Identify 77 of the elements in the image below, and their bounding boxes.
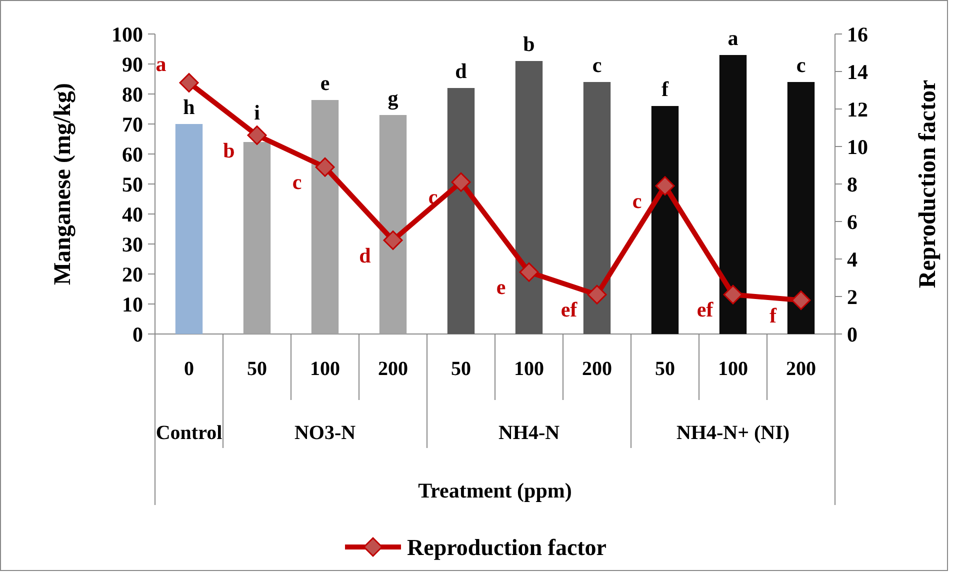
- point: [519, 262, 539, 282]
- y-tick-label: 30: [122, 232, 143, 256]
- x-tick-label: 0: [184, 358, 194, 380]
- x-tick-label: 100: [718, 358, 748, 380]
- y-tick-label: 90: [122, 52, 143, 76]
- point: [791, 290, 811, 310]
- point: [247, 126, 267, 145]
- bar: [719, 55, 747, 334]
- y-tick-label: 40: [122, 202, 143, 226]
- data-label: e: [496, 275, 506, 300]
- y2-tick-label: 10: [847, 134, 868, 159]
- y2-tick-label: 2: [847, 284, 858, 309]
- data-label: ef: [696, 298, 714, 322]
- text: NO3-N: [294, 422, 356, 444]
- text: NH4-N+ (NI): [676, 422, 790, 444]
- x-tick-label: 100: [310, 358, 340, 380]
- y-tick-label: 20: [122, 262, 143, 286]
- y2-tick-label: 8: [847, 172, 858, 196]
- y-axis-title: Manganese (mg/kg): [50, 83, 76, 285]
- data-label: f: [662, 77, 670, 101]
- bar: [379, 115, 407, 334]
- x-tick-label: 50: [247, 358, 267, 380]
- bar: [515, 61, 543, 334]
- x-tick-label: 50: [451, 358, 471, 380]
- data-label: h: [183, 95, 196, 119]
- point: [655, 176, 675, 196]
- data-label: b: [523, 32, 535, 56]
- y-tick-label: 70: [122, 112, 143, 136]
- data-label: c: [632, 188, 642, 213]
- point: [179, 73, 199, 92]
- y-tick-label: 100: [112, 22, 143, 46]
- data-label: b: [223, 138, 235, 162]
- bar: [651, 106, 679, 334]
- y2-tick-label: 14: [847, 60, 868, 84]
- y2-tick-label: 16: [847, 22, 868, 46]
- data-label: c: [592, 53, 602, 77]
- x-tick-label: 200: [582, 358, 612, 380]
- legend-label: Reproduction factor: [407, 535, 607, 560]
- y-tick-label: 10: [122, 292, 143, 316]
- x-axis-title: Treatment (ppm): [418, 478, 572, 502]
- data-label: c: [796, 53, 806, 77]
- y2-tick-label: 4: [847, 247, 858, 272]
- bar: [243, 142, 271, 334]
- point: [451, 172, 471, 192]
- bar: [787, 82, 815, 334]
- data-label: g: [388, 86, 399, 110]
- bar: [175, 124, 203, 334]
- data-label: ef: [560, 298, 578, 322]
- data-label: e: [320, 71, 330, 95]
- x-tick-label: 100: [514, 358, 544, 380]
- bar: [583, 82, 611, 334]
- x-tick-label: 50: [655, 358, 675, 380]
- point: [723, 284, 743, 304]
- y-tick-label: 60: [122, 142, 143, 166]
- data-label: i: [254, 100, 260, 124]
- y2-tick-label: 6: [847, 210, 858, 234]
- bar: [447, 88, 475, 334]
- x-tick-label: 200: [786, 358, 816, 380]
- y-tick-label: 0: [132, 322, 143, 346]
- y2-axis-title: Reproduction factor: [915, 80, 941, 288]
- y-tick-label: 80: [122, 82, 143, 106]
- data-label: a: [728, 26, 739, 50]
- data-label: d: [455, 59, 468, 83]
- text: NH4-N: [498, 422, 560, 444]
- y-tick-label: 50: [122, 172, 143, 196]
- data-label: a: [156, 52, 167, 76]
- point: [587, 284, 607, 304]
- text: Control: [156, 422, 223, 444]
- point: [315, 157, 335, 177]
- data-label: f: [770, 303, 778, 328]
- y2-tick-label: 0: [847, 322, 858, 346]
- data-label: d: [359, 243, 372, 268]
- y2-tick-label: 12: [847, 97, 868, 122]
- x-tick-label: 200: [378, 358, 408, 380]
- bar: [311, 100, 339, 334]
- point: [383, 230, 403, 250]
- data-label: c: [292, 170, 302, 194]
